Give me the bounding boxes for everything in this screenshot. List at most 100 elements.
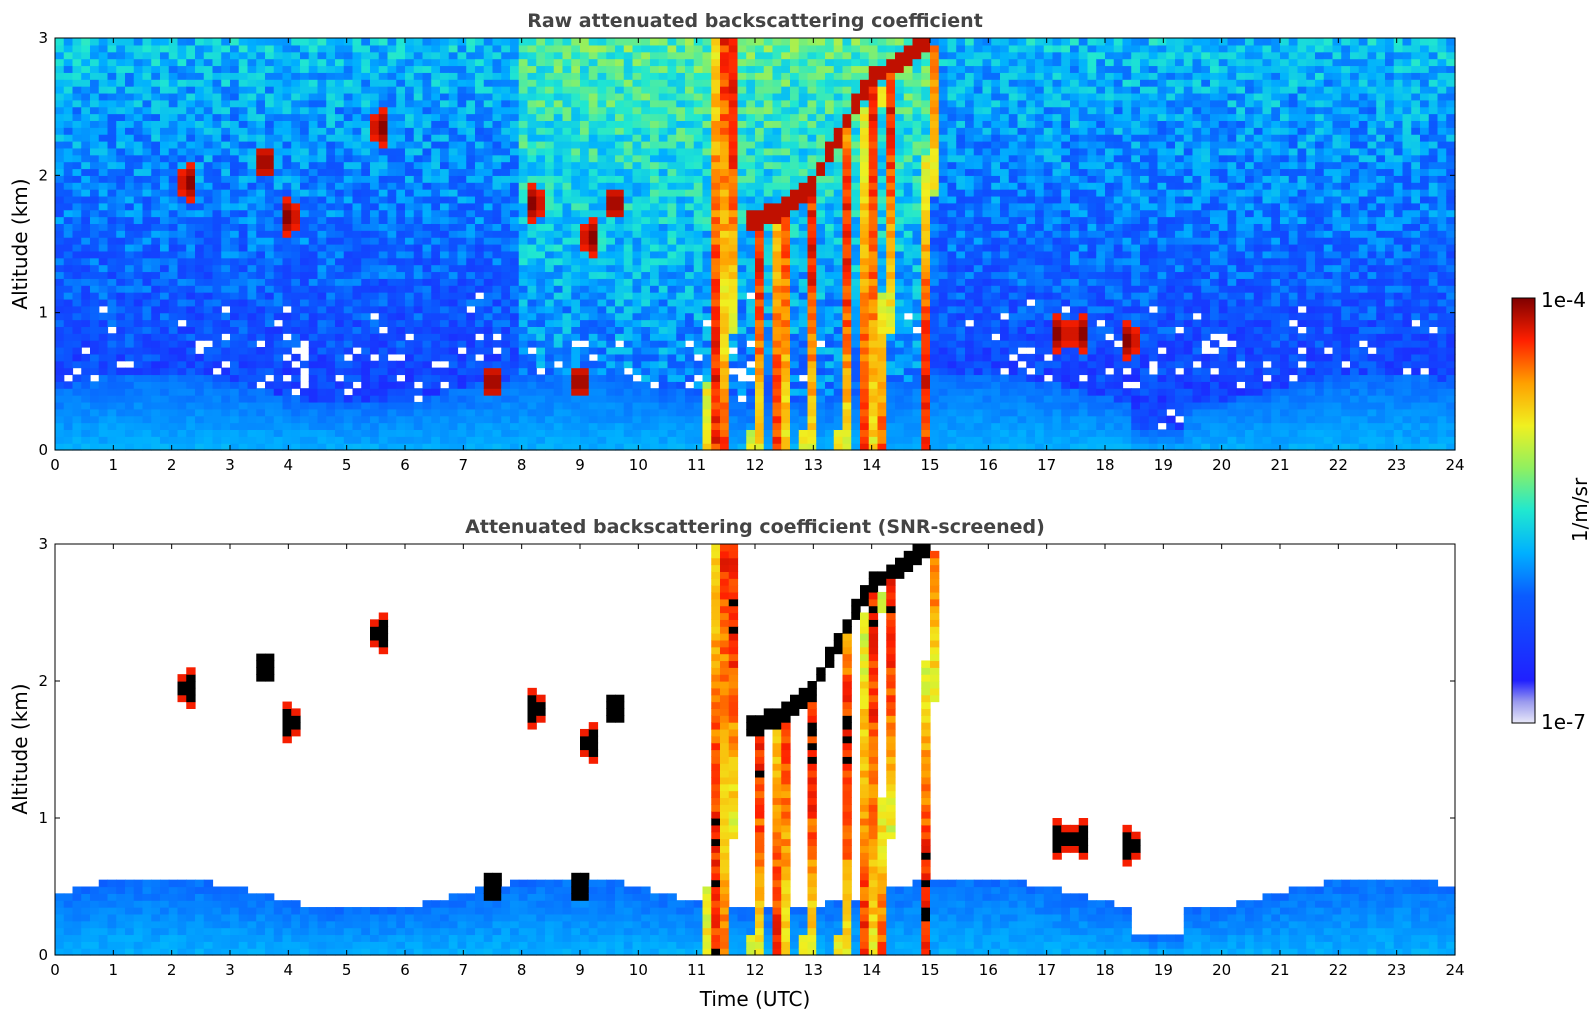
heatmap-cell (370, 72, 380, 80)
heatmap-cell (81, 44, 91, 53)
heatmap-cell (685, 395, 695, 403)
heatmap-cell (142, 367, 152, 376)
heatmap-cell (317, 147, 327, 156)
heatmap-cell (317, 168, 327, 176)
heatmap-cell (580, 72, 590, 80)
heatmap-cell (746, 230, 756, 238)
heatmap-cell (448, 298, 459, 307)
heatmap-cell (90, 429, 100, 437)
heatmap-cell (352, 429, 362, 437)
heatmap-cell (221, 250, 231, 259)
heatmap-cell (55, 415, 65, 424)
heatmap-cell (615, 154, 625, 163)
heatmap-cell (378, 106, 389, 115)
heatmap-cell (265, 298, 275, 307)
heatmap-cell (361, 189, 371, 197)
heatmap-cell (98, 58, 109, 67)
heatmap-cell (168, 401, 179, 410)
heatmap-cell (273, 168, 284, 176)
heatmap-cell (562, 340, 572, 348)
heatmap-cell (142, 312, 152, 321)
heatmap-cell (422, 72, 432, 80)
heatmap-cell (282, 367, 292, 376)
heatmap-cell (55, 257, 65, 266)
heatmap-cell (510, 374, 520, 382)
heatmap-cell (107, 415, 117, 424)
heatmap-cell (597, 278, 607, 286)
heatmap-cell (343, 99, 354, 108)
heatmap-cell (466, 216, 476, 224)
heatmap-cell (317, 278, 327, 286)
heatmap-cell (335, 429, 345, 437)
heatmap-cell (510, 305, 520, 314)
heatmap-cell (221, 257, 231, 266)
heatmap-cell (352, 92, 362, 101)
heatmap-cell (755, 285, 765, 293)
heatmap-cell (781, 202, 791, 211)
heatmap-cell (501, 72, 511, 80)
heatmap-cell (440, 51, 450, 60)
heatmap-cell (466, 230, 476, 238)
heatmap-cell (81, 312, 91, 321)
heatmap-cell (510, 65, 520, 73)
heatmap-cell (177, 223, 187, 231)
heatmap-cell (728, 168, 739, 176)
heatmap-cell (466, 175, 476, 183)
heatmap-cell (746, 72, 756, 80)
heatmap-cell (256, 127, 266, 135)
heatmap-cell (203, 168, 214, 176)
heatmap-cell (160, 230, 170, 238)
heatmap-cell (623, 305, 634, 314)
heatmap-cell (746, 113, 756, 121)
heatmap-cell (431, 443, 441, 451)
heatmap-cell (396, 51, 406, 60)
heatmap-cell (641, 38, 651, 46)
heatmap-cell (256, 305, 266, 314)
heatmap-cell (518, 120, 529, 128)
heatmap-cell (221, 347, 231, 355)
heatmap-cell (720, 292, 730, 300)
heatmap-cell (291, 161, 301, 170)
heatmap-cell (212, 401, 222, 410)
heatmap-cell (317, 106, 327, 115)
heatmap-cell (475, 326, 485, 334)
heatmap-cell (177, 134, 187, 142)
heatmap-cell (623, 99, 634, 108)
heatmap-cell (326, 65, 336, 73)
heatmap-cell (781, 134, 791, 142)
heatmap-cell (545, 44, 555, 53)
heatmap-cell (448, 141, 459, 149)
heatmap-cell (343, 72, 354, 80)
heatmap-cell (160, 285, 170, 293)
heatmap-cell (422, 189, 432, 197)
heatmap-cell (527, 340, 537, 348)
heatmap-cell (282, 147, 292, 156)
heatmap-cell (772, 381, 782, 389)
heatmap-cell (72, 347, 82, 355)
heatmap-cell (63, 381, 74, 389)
heatmap-cell (291, 278, 301, 286)
heatmap-cell (63, 264, 74, 273)
heatmap-cell (125, 223, 135, 231)
heatmap-cell (98, 237, 109, 245)
heatmap-cell (177, 38, 187, 46)
heatmap-cell (326, 168, 336, 176)
heatmap-cell (55, 326, 65, 334)
heatmap-cell (151, 86, 161, 94)
heatmap-cell (597, 230, 607, 238)
heatmap-cell (133, 161, 144, 170)
heatmap-cell (133, 436, 144, 444)
heatmap-cell (422, 86, 432, 94)
heatmap-cell (466, 141, 476, 149)
heatmap-cell (632, 360, 642, 369)
heatmap-cell (378, 223, 389, 231)
heatmap-cell (98, 127, 109, 135)
heatmap-cell (658, 154, 669, 163)
heatmap-cell (282, 395, 292, 403)
heatmap-cell (615, 429, 625, 437)
heatmap-cell (326, 298, 336, 307)
heatmap-cell (676, 182, 686, 190)
heatmap-cell (317, 189, 327, 197)
heatmap-cell (186, 292, 196, 300)
heatmap-cell (501, 175, 511, 183)
